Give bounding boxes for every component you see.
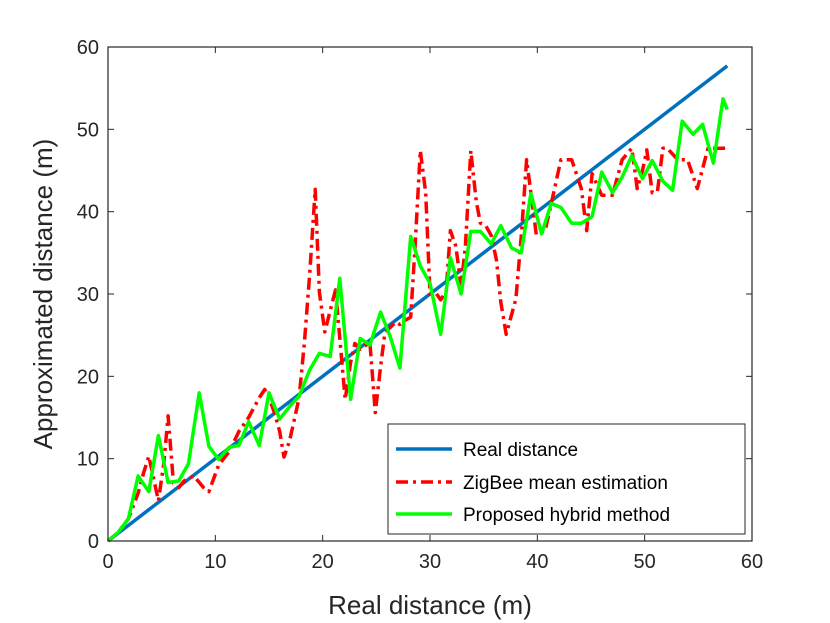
x-tick-label: 0: [102, 551, 113, 573]
y-axis-label: Approximated distance (m): [28, 139, 58, 450]
legend-label-real-distance: Real distance: [463, 440, 578, 461]
legend-label-zigbee: ZigBee mean estimation: [463, 473, 668, 494]
x-tick-label: 40: [526, 551, 548, 573]
y-tick-label: 20: [77, 366, 99, 388]
y-tick-label: 10: [77, 449, 99, 471]
y-tick-label: 0: [88, 531, 99, 553]
series-zigbee-mean-estimation: [106, 146, 728, 543]
legend-label-hybrid: Proposed hybrid method: [463, 505, 670, 526]
y-tick-label: 50: [77, 119, 99, 141]
x-tick-label: 50: [634, 551, 656, 573]
x-tick-label: 20: [312, 551, 334, 573]
y-tick-label: 40: [77, 202, 99, 224]
series-proposed-hybrid-method: [106, 97, 729, 543]
series-layer: [106, 64, 729, 543]
series-real-distance: [106, 64, 729, 543]
y-tick-label: 30: [77, 284, 99, 306]
y-tick-label: 60: [77, 37, 99, 59]
x-tick-label: 10: [204, 551, 226, 573]
ticks-layer: 0 10 20 30 40 50 60 0 10 20 30 40 50 60: [77, 37, 763, 573]
x-axis-label: Real distance (m): [328, 590, 532, 620]
legend: Real distance ZigBee mean estimation Pro…: [387, 423, 746, 535]
x-tick-label: 60: [741, 551, 763, 573]
x-tick-label: 30: [419, 551, 441, 573]
plot-frame: [107, 46, 753, 542]
